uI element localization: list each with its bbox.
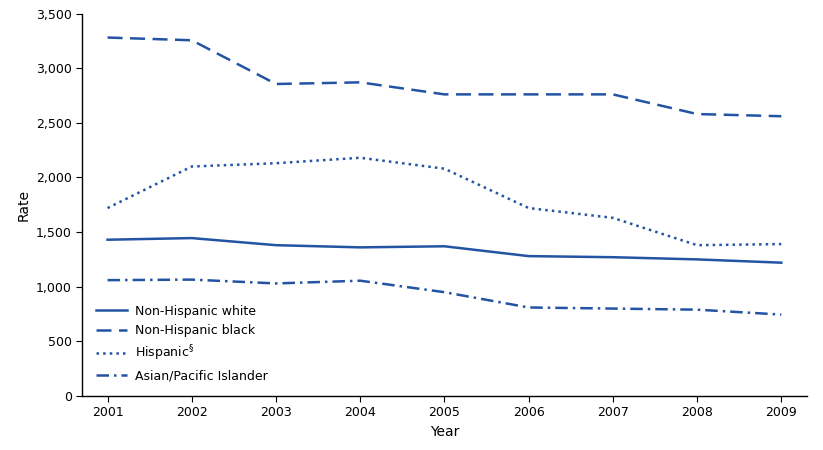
Legend: Non-Hispanic white, Non-Hispanic black, Hispanic$^{\S}$, Asian/Pacific Islander: Non-Hispanic white, Non-Hispanic black, … <box>95 305 267 382</box>
X-axis label: Year: Year <box>430 425 459 439</box>
Y-axis label: Rate: Rate <box>16 189 30 221</box>
